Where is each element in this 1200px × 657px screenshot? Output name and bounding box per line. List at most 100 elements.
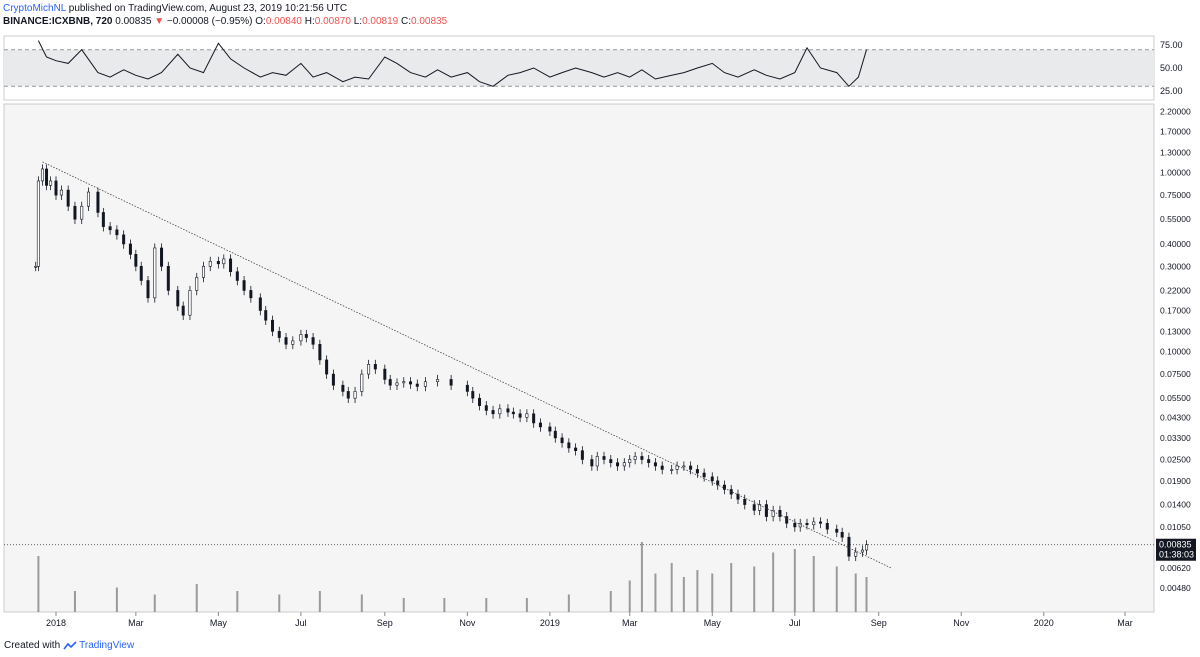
- candle: [736, 489, 740, 505]
- candle: [284, 333, 288, 350]
- volume-bar: [628, 580, 631, 612]
- candle: [360, 369, 364, 397]
- candle: [271, 315, 275, 337]
- candle: [341, 380, 345, 397]
- candle: [66, 185, 70, 212]
- candle-body: [689, 465, 693, 470]
- candle: [465, 380, 469, 397]
- candle: [101, 207, 105, 232]
- candle-body: [353, 391, 357, 399]
- chart-header: CryptoMichNL published on TradingView.co…: [3, 2, 447, 28]
- tradingview-brand[interactable]: TradingView: [63, 639, 134, 653]
- time-tick-label: 2018: [46, 618, 66, 628]
- candle-body: [478, 397, 482, 406]
- candle: [222, 254, 226, 269]
- candle: [122, 230, 126, 249]
- candle: [670, 464, 674, 475]
- price-tick-label: 0.75000: [1160, 190, 1191, 200]
- candle-body: [373, 364, 377, 370]
- candle: [835, 524, 839, 538]
- candle-body: [865, 544, 869, 551]
- candle-body: [622, 462, 626, 467]
- candle: [134, 249, 138, 272]
- candle-body: [682, 465, 686, 468]
- author-link[interactable]: CryptoMichNL: [3, 3, 66, 14]
- candle-body: [181, 305, 185, 316]
- candle-body: [415, 383, 419, 387]
- price-tick-label: 2.20000: [1160, 106, 1191, 116]
- candle: [812, 517, 816, 530]
- open-value: 0.00840: [265, 16, 302, 27]
- candle: [660, 461, 664, 475]
- candle-body: [778, 510, 782, 517]
- candle: [590, 454, 594, 471]
- candle-body: [176, 290, 180, 307]
- candle-body: [409, 381, 413, 385]
- candle-body: [436, 379, 440, 383]
- candle: [176, 285, 180, 311]
- price-tick-label: 0.03300: [1160, 433, 1191, 443]
- candle: [518, 409, 522, 423]
- candle: [436, 374, 440, 387]
- candle-body: [153, 247, 157, 299]
- candle: [353, 386, 357, 404]
- price-tick-label: 0.55000: [1160, 214, 1191, 224]
- candle: [560, 433, 564, 448]
- candle: [854, 547, 858, 562]
- candle-body: [388, 379, 392, 386]
- candle-body: [506, 408, 510, 413]
- price-tick-label: 1.30000: [1160, 147, 1191, 157]
- candle: [331, 369, 335, 391]
- candle: [96, 187, 100, 218]
- candle: [847, 532, 851, 562]
- volume-bar: [793, 549, 796, 612]
- time-axis: 2018 Mar May Jul Sep Nov 2019 Mar May Jul Sep Nov 20…: [46, 612, 1133, 628]
- candle-body: [423, 381, 427, 387]
- candle-body: [122, 234, 126, 245]
- candle-body: [640, 456, 644, 460]
- candle-body: [574, 447, 578, 451]
- candle-body: [395, 382, 399, 386]
- candle-body: [675, 465, 679, 470]
- candle-body: [785, 516, 789, 524]
- candle-body: [819, 521, 823, 524]
- trendline[interactable]: [42, 161, 892, 569]
- price-tick-label: 0.13000: [1160, 326, 1191, 336]
- candle-body: [36, 180, 40, 267]
- tradingview-brand-label: TradingView: [79, 640, 135, 651]
- candle: [304, 329, 308, 343]
- candle-body: [560, 437, 564, 444]
- price-tick-label: 0.04300: [1160, 412, 1191, 422]
- volume-bar: [670, 563, 673, 612]
- symbol-label: BINANCE:ICXBNB, 720: [3, 16, 113, 27]
- candle-body: [752, 504, 756, 511]
- candle-body: [702, 472, 706, 478]
- candle: [383, 364, 387, 385]
- price-tick-label: 0.01900: [1160, 476, 1191, 486]
- candle-body: [325, 359, 329, 375]
- candle: [743, 494, 747, 510]
- candle-body: [229, 258, 233, 272]
- candle-body: [590, 459, 594, 467]
- candle: [764, 500, 768, 522]
- candle-body: [271, 319, 275, 332]
- price-tick-label: 1.70000: [1160, 126, 1191, 136]
- rsi-tick-label: 50.00: [1160, 63, 1183, 73]
- candle: [653, 458, 657, 471]
- price-tick-label: 0.22000: [1160, 285, 1191, 295]
- candle-body: [222, 258, 226, 265]
- candle-body: [146, 280, 150, 299]
- candle: [201, 261, 205, 283]
- candle-body: [595, 456, 599, 467]
- candle-body: [367, 364, 371, 375]
- publish-info: published on TradingView.com, August 23,…: [68, 3, 348, 14]
- candle: [860, 545, 864, 557]
- candle-body: [736, 493, 740, 500]
- candle-body: [73, 205, 77, 220]
- candle: [367, 359, 371, 379]
- candle-body: [115, 229, 119, 236]
- candle: [388, 374, 392, 391]
- candle-body: [284, 337, 288, 345]
- time-tick-label: Mar: [1117, 618, 1133, 628]
